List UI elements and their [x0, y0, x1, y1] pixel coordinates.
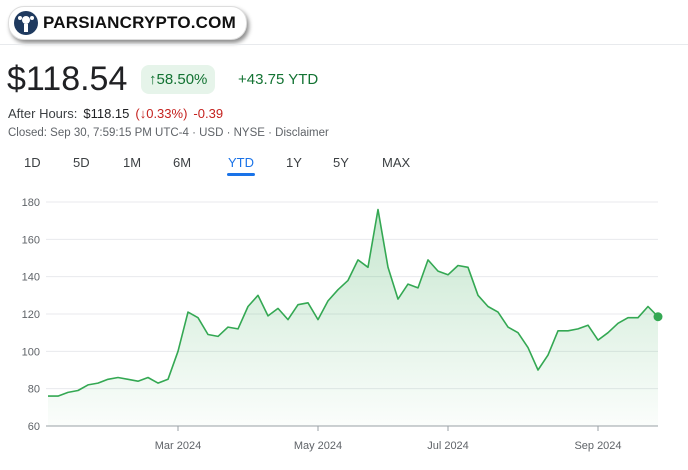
y-tick-label: 180: [22, 197, 40, 209]
change-percent: ↑58.50%: [141, 65, 216, 94]
after-hours-label: After Hours:: [8, 106, 78, 121]
watermark: PARSIANCRYPTO.COM: [8, 6, 247, 40]
change-amount: +43.75 YTD: [238, 71, 319, 88]
y-tick-label: 80: [28, 384, 40, 396]
range-tab[interactable]: 1M: [123, 155, 142, 170]
area: [48, 209, 658, 426]
x-tick-label: Mar 2024: [155, 440, 201, 452]
last-point: [653, 312, 663, 322]
range-tab[interactable]: 6M: [173, 155, 192, 170]
x-tick-label: Jul 2024: [427, 440, 469, 452]
disclaimer-link[interactable]: Disclaimer: [275, 127, 329, 139]
watermark-text: PARSIANCRYPTO.COM: [43, 13, 236, 32]
y-tick-label: 120: [22, 309, 40, 321]
line: [48, 208, 659, 397]
range-tab[interactable]: 5D: [73, 155, 90, 170]
after-hours-price: $118.15: [83, 106, 130, 121]
range-tab[interactable]: 1D: [24, 155, 41, 170]
chart: 60 80 100 120 140 160 180 Mar 2024 May 2024 Jul 2…: [22, 197, 663, 452]
y-tick-label: 160: [22, 234, 40, 246]
watermark-logo: [14, 11, 38, 35]
after-hours-change: -0.39: [193, 106, 224, 121]
closed-info: Closed: Sep 30, 7:59:15 PM UTC-4 · USD ·…: [8, 127, 329, 139]
separator: [0, 44, 688, 45]
x-tick-label: Sep 2024: [574, 440, 621, 452]
y-tick-label: 100: [22, 346, 40, 358]
y-tick-label: 140: [22, 272, 40, 284]
x-tick-label: May 2024: [294, 440, 342, 452]
range-tab[interactable]: YTD: [227, 155, 255, 176]
range-tab[interactable]: MAX: [382, 155, 411, 170]
price: $118.54: [7, 60, 128, 98]
y-tick-label: 60: [28, 421, 40, 433]
after-hours-percent: (↓0.33%): [135, 106, 188, 121]
range-tab[interactable]: 1Y: [286, 155, 302, 170]
range-tab[interactable]: 5Y: [333, 155, 349, 170]
closed-text: Closed: Sep 30, 7:59:15 PM UTC-4 · USD ·…: [8, 127, 276, 139]
after-hours: After Hours: $118.15 (↓0.33%) -0.39: [8, 106, 223, 121]
